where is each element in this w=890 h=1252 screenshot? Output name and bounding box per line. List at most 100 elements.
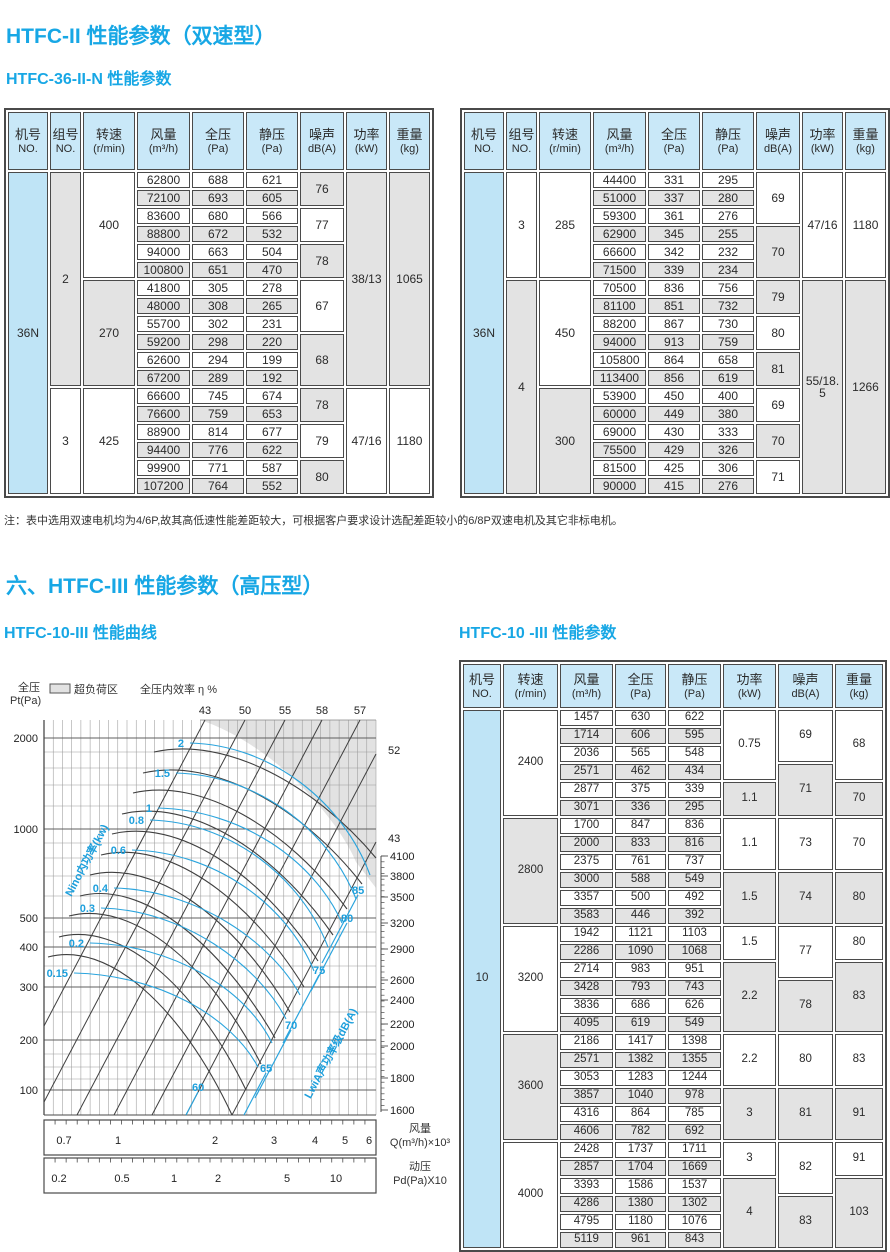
table-cell: 1076 [668, 1214, 721, 1230]
table-cell: 69 [756, 388, 800, 422]
table-cell: 782 [615, 1124, 666, 1140]
table-cell: 1398 [668, 1034, 721, 1050]
tick-label: 2000 [390, 1041, 414, 1053]
table-cell: 429 [648, 442, 700, 458]
table-cell: 79 [756, 280, 800, 314]
tick-label: 43 [388, 833, 400, 845]
table-cell: 103 [835, 1178, 883, 1248]
table-cell: 663 [192, 244, 244, 260]
table-cell: 94000 [137, 244, 190, 260]
tick-label: 0.3 [80, 903, 95, 915]
tick-label: 57 [354, 705, 366, 717]
table-cell: 1180 [389, 388, 430, 494]
table-cell: 78 [300, 388, 344, 422]
table-cell: 73 [778, 818, 833, 870]
table-cell: 730 [702, 316, 754, 332]
table-cell: 337 [648, 190, 700, 206]
column-header: 机号 NO. [464, 112, 504, 170]
table-cell: 425 [83, 388, 135, 494]
table-cell: 94400 [137, 442, 190, 458]
table-cell: 595 [668, 728, 721, 744]
table-cell: 69 [778, 710, 833, 762]
column-header: 噪声 dB(A) [300, 112, 344, 170]
svg-text:LwiA声功率级dB(A): LwiA声功率级dB(A) [301, 1005, 361, 1100]
table-cell: 913 [648, 334, 700, 350]
table-cell: 1090 [615, 944, 666, 960]
table-cell: 48000 [137, 298, 190, 314]
power-curves [73, 742, 371, 1068]
table-cell: 276 [702, 208, 754, 224]
table-cell: 672 [192, 226, 244, 242]
table-cell: 816 [668, 836, 721, 852]
table-cell: 434 [668, 764, 721, 780]
table-cell: 70 [756, 226, 800, 278]
table-cell: 1355 [668, 1052, 721, 1068]
table-cell: 2286 [560, 944, 613, 960]
table-cell: 38/13 [346, 172, 387, 386]
table-cell: 836 [668, 818, 721, 834]
table-cell: 2400 [503, 710, 558, 816]
table-cell: 430 [648, 424, 700, 440]
page-title: HTFC-II 性能参数（双速型） [6, 25, 276, 48]
table-cell: 62900 [593, 226, 646, 242]
column-header: 全压 (Pa) [648, 112, 700, 170]
table-cell: 71 [756, 460, 800, 494]
curve-and-table: 全压 Pt(Pa) 超负荷区 全压内效率 η % Nino内功率(kw) Lwi… [4, 660, 890, 1252]
table-cell: 1737 [615, 1142, 666, 1158]
table-36n-right: 机号 NO. 组号 NO. 转速 (r/min) 风量 (m³/h) 全压 (Pa) 静压 (Pa) 噪… [460, 108, 890, 498]
table-cell: 692 [668, 1124, 721, 1140]
table-cell: 10 [463, 710, 501, 1248]
table-cell: 1537 [668, 1178, 721, 1194]
flow-axis-title-cn: 风量 [409, 1122, 431, 1135]
table-cell: 961 [615, 1232, 666, 1248]
column-header: 风量 (m³/h) [560, 664, 613, 708]
table-cell: 77 [778, 926, 833, 978]
table-cell: 41800 [137, 280, 190, 296]
y-axis-title-unit: Pt(Pa) [10, 695, 41, 707]
tick-label: 3200 [390, 918, 414, 930]
tick-label: 60 [192, 1082, 204, 1094]
table-cell: 686 [615, 998, 666, 1014]
table-cell: 771 [192, 460, 244, 476]
table-cell: 4606 [560, 1124, 613, 1140]
table-cell: 80 [835, 926, 883, 960]
column-header: 转速 (r/min) [503, 664, 558, 708]
table-cell: 91 [835, 1088, 883, 1140]
table-cell: 622 [246, 442, 298, 458]
table-cell: 66600 [137, 388, 190, 404]
table-cell: 82 [778, 1142, 833, 1194]
table-cell: 192 [246, 370, 298, 386]
table-cell: 2571 [560, 764, 613, 780]
table-cell: 2877 [560, 782, 613, 798]
table-cell: 651 [192, 262, 244, 278]
table-cell: 2 [50, 172, 81, 386]
table-cell: 565 [615, 746, 666, 762]
tick-label: 2200 [390, 1019, 414, 1031]
table-cell: 55/18.5 [802, 280, 843, 494]
tick-label: 2400 [390, 995, 414, 1007]
table-cell: 298 [192, 334, 244, 350]
table-cell: 67 [300, 280, 344, 332]
table-cell: 306 [702, 460, 754, 476]
table-cell: 1669 [668, 1160, 721, 1176]
column-header: 风量 (m³/h) [593, 112, 646, 170]
tick-label: 100 [20, 1085, 38, 1097]
table-cell: 2000 [560, 836, 613, 852]
column-header: 风量 (m³/h) [137, 112, 190, 170]
tick-label: 1000 [14, 824, 38, 836]
overload-legend-label: 超负荷区 [74, 682, 118, 696]
table-cell: 2857 [560, 1160, 613, 1176]
pd-axis-title-cn: 动压 [409, 1160, 431, 1173]
table-cell: 3357 [560, 890, 613, 906]
table-cell: 78 [778, 980, 833, 1032]
table-cell: 1.1 [723, 818, 776, 870]
table-cell: 305 [192, 280, 244, 296]
table-cell: 76 [300, 172, 344, 206]
table-cell: 90000 [593, 478, 646, 494]
table-cell: 36N [8, 172, 48, 494]
table-cell: 265 [246, 298, 298, 314]
table-cell: 1244 [668, 1070, 721, 1086]
tick-label: 4100 [390, 851, 414, 863]
table-cell: 2375 [560, 854, 613, 870]
table-cell: 3053 [560, 1070, 613, 1086]
